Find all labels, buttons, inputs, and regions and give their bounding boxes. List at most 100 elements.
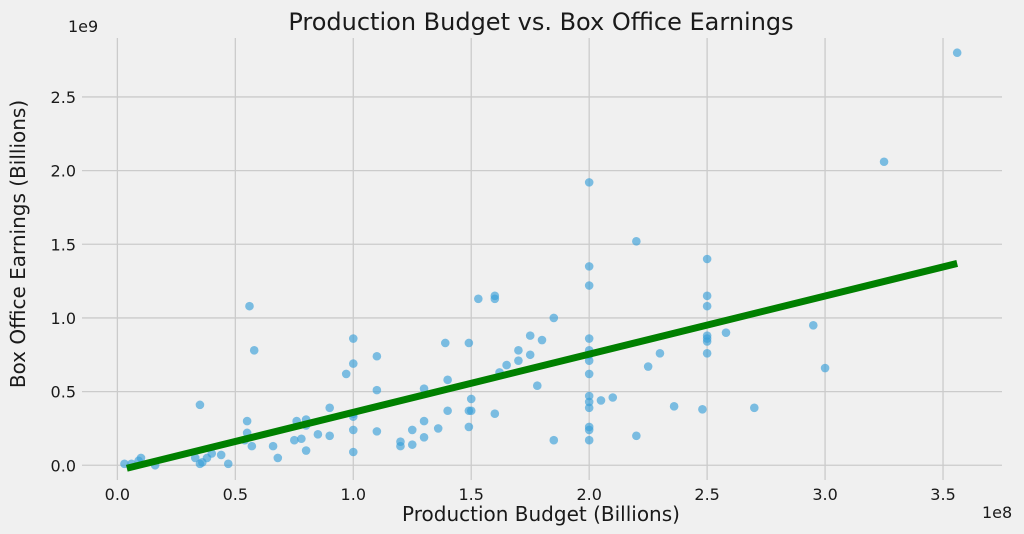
data-point <box>584 356 594 365</box>
y-offset-label: 1e9 <box>68 17 98 36</box>
data-point <box>372 385 382 395</box>
x-tick-label: 1.0 <box>341 485 366 504</box>
y-axis-label: Box Office Earnings (Billions) <box>6 100 30 388</box>
y-tick-label: 0.0 <box>51 456 76 475</box>
data-point <box>502 360 511 370</box>
data-point <box>348 359 358 368</box>
y-tick-label: 0.5 <box>51 383 76 402</box>
data-point <box>348 425 358 435</box>
data-point <box>698 404 707 414</box>
data-point <box>596 396 606 405</box>
data-point <box>325 431 334 441</box>
y-tick-label: 1.5 <box>51 235 76 254</box>
data-point <box>525 331 535 340</box>
chart-title: Production Budget vs. Box Office Earning… <box>288 8 793 36</box>
data-point <box>440 338 450 348</box>
data-point <box>313 430 323 439</box>
data-point <box>608 393 618 402</box>
data-point <box>532 381 542 391</box>
data-point <box>348 447 358 457</box>
data-point <box>549 435 559 445</box>
data-point <box>301 446 311 455</box>
data-point <box>348 334 358 343</box>
data-point <box>584 397 594 407</box>
data-point <box>297 434 306 444</box>
x-tick-label: 0.5 <box>223 485 248 504</box>
data-point <box>245 301 254 311</box>
data-point <box>407 440 417 449</box>
data-point <box>325 403 334 413</box>
data-point <box>632 431 641 441</box>
data-point <box>702 331 712 340</box>
x-offset-label: 1e8 <box>982 503 1012 522</box>
data-point <box>242 416 252 426</box>
x-tick-label: 0.0 <box>105 485 130 504</box>
data-point <box>808 321 818 330</box>
data-point <box>702 348 712 358</box>
y-tick-label: 2.5 <box>51 88 76 107</box>
data-point <box>584 435 594 445</box>
data-point <box>464 338 474 348</box>
x-tick-label: 3.0 <box>812 485 837 504</box>
data-point <box>419 416 429 426</box>
x-axis-label: Production Budget (Billions) <box>402 502 680 526</box>
data-point <box>584 422 594 432</box>
data-point <box>268 441 278 451</box>
x-tick-label: 3.5 <box>930 485 955 504</box>
data-point <box>466 406 476 416</box>
data-point <box>464 422 474 432</box>
data-point <box>702 254 712 264</box>
data-point <box>721 328 731 337</box>
data-point <box>584 369 594 379</box>
data-point <box>514 356 523 365</box>
data-point <box>584 391 594 401</box>
data-point <box>490 291 500 301</box>
data-point <box>584 178 594 187</box>
data-point <box>443 375 452 385</box>
data-point <box>341 369 351 379</box>
y-tick-label: 1.0 <box>51 309 76 328</box>
data-point <box>407 425 417 435</box>
x-tick-label: 2.5 <box>694 485 719 504</box>
data-point <box>433 424 443 433</box>
data-point <box>879 157 889 167</box>
data-point <box>273 453 283 463</box>
data-point <box>419 432 429 442</box>
data-point <box>537 335 547 345</box>
data-points <box>120 48 962 470</box>
trend-line <box>125 260 959 472</box>
data-point <box>195 400 205 410</box>
data-point <box>750 403 759 413</box>
data-point <box>514 346 523 355</box>
data-point <box>669 402 679 411</box>
grid <box>82 38 1002 480</box>
data-point <box>136 453 146 463</box>
x-tick-label: 1.5 <box>459 485 484 504</box>
data-point <box>290 435 299 445</box>
data-point <box>396 437 405 446</box>
data-point <box>549 313 559 323</box>
data-point <box>443 406 452 416</box>
data-point <box>702 291 712 301</box>
data-point <box>584 334 594 343</box>
data-point <box>247 441 257 451</box>
data-point <box>584 262 594 271</box>
data-point <box>249 346 259 355</box>
data-point <box>474 294 483 304</box>
data-point <box>632 237 641 246</box>
x-tick-label: 2.0 <box>576 485 601 504</box>
trend-line-group <box>125 260 959 472</box>
data-point <box>584 403 594 413</box>
data-point <box>372 427 382 436</box>
data-point <box>372 351 382 361</box>
data-point <box>190 453 200 463</box>
y-tick-label: 2.0 <box>51 162 76 181</box>
data-point <box>952 48 962 58</box>
data-point <box>223 459 233 469</box>
data-point <box>466 394 476 404</box>
data-point <box>490 409 500 419</box>
data-point <box>655 348 665 358</box>
data-point <box>702 301 712 311</box>
